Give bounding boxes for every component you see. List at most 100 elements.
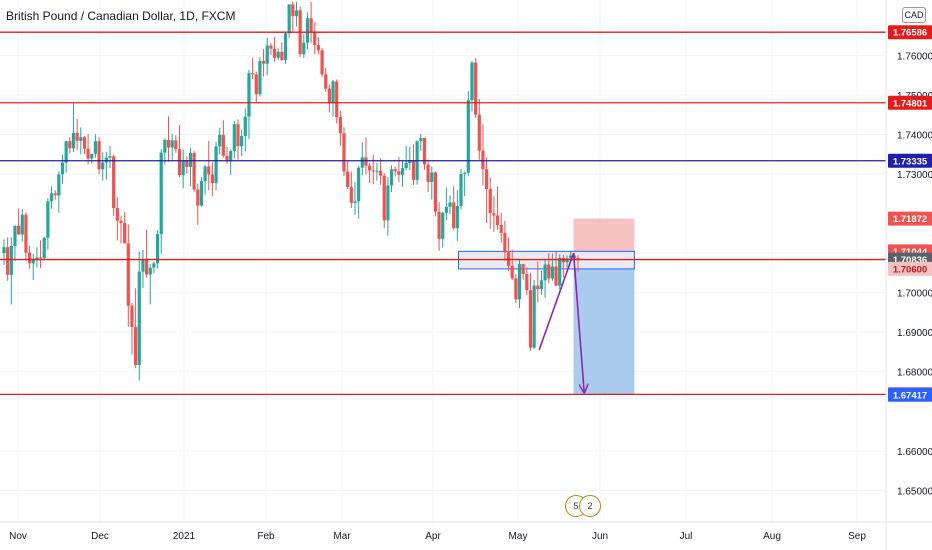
time-tick-label: Sep [848,531,866,542]
candle [258,57,262,97]
candle [159,149,163,254]
candle [166,116,171,162]
candle-body [495,215,500,226]
candle-body [251,73,255,75]
candle-body [155,234,160,264]
candle-body [17,225,21,235]
candle-body [68,141,72,149]
candle [543,259,547,298]
price-label-bg [888,211,932,226]
candle [280,42,284,61]
candle-body [313,31,317,46]
candle [214,141,218,191]
candle-body [13,225,17,246]
candle [488,177,492,229]
candle [232,121,236,159]
candle-body [368,165,372,171]
candle-body [108,156,112,158]
price-label-bg [888,387,932,402]
candle-body [364,157,368,166]
time-tick-label: Jul [680,531,693,542]
candle-body [528,290,533,348]
candle-body [174,140,178,150]
candle [389,165,394,193]
candle-body [196,189,200,206]
candle [64,140,68,173]
candle-body [170,140,174,148]
candle [470,60,474,112]
candle-body [335,81,339,118]
candle-body [437,211,441,239]
candle-body [470,62,474,101]
event-count: 2 [587,501,593,511]
candle [97,137,101,175]
candle-body [324,74,328,89]
price-tick-label: 1.74000 [897,130,932,141]
candle-body [119,220,123,224]
candle-body [64,141,68,163]
time-tick-label: Aug [763,531,781,542]
candle [2,239,6,265]
candle-body [123,223,127,244]
candle [196,183,200,226]
candle [115,196,119,241]
candle [375,162,379,181]
horizontal-levels[interactable] [0,31,886,396]
time-tick-label: May [509,531,528,542]
candle-body [269,45,273,49]
candle-body [430,172,434,182]
candle-body [181,160,185,176]
candle [492,196,496,232]
currency-badge[interactable]: CAD [902,7,926,23]
candle-body [210,174,214,184]
candle-body [75,132,79,141]
candle [123,211,127,244]
candle-body [57,174,61,196]
candle [93,134,98,158]
time-tick-label: Feb [257,531,275,542]
price-tick-label: 1.76000 [897,51,932,62]
candle-body [309,18,313,32]
candle [24,212,28,261]
candle-body [137,271,141,366]
candle [514,274,518,303]
candle [207,140,211,191]
candle-body [280,51,284,61]
candle [221,120,225,158]
candle-body [185,160,189,167]
candle [463,171,467,197]
candle [477,98,481,160]
candle-body [27,252,32,264]
candle-body [360,157,364,168]
candle-body [126,243,130,306]
candle-body [397,171,401,175]
candle-body [82,137,87,149]
canada-flag-event-icon[interactable]: 2 [579,495,601,517]
candle-body [112,156,116,209]
candle [181,149,185,189]
economic-events[interactable]: 5 2 [565,495,603,521]
candle [60,154,65,184]
candle-body [481,150,485,170]
candle-body [38,257,43,259]
candle [349,171,353,209]
candle-body [331,81,335,103]
time-axis[interactable]: Nov Dec 2021 Feb Mar Apr May Jun Jul Aug Sep [0,521,932,542]
candle-body [247,73,251,117]
candle-body [294,10,299,17]
candle [320,48,324,77]
candle [441,211,445,248]
candle-body [53,193,57,196]
candle [20,209,24,242]
candle-body [550,266,555,279]
candle-body [536,285,540,290]
candle-body [276,51,280,58]
candle [532,279,536,350]
price-label: 1.70600 [888,261,932,276]
candle-body [272,48,277,58]
price-label-text: 1.74801 [893,98,928,109]
candle [174,135,178,153]
price-label-text: 1.76586 [893,28,927,39]
candle-body [452,202,456,229]
